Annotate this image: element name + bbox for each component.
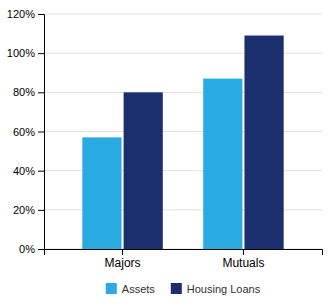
grid [44, 14, 322, 249]
x-tick: Mutuals [222, 249, 264, 270]
y-tick-mark [38, 14, 44, 15]
legend-item: Housing Loans [171, 283, 261, 295]
y-tick-label: 60% [13, 126, 35, 138]
legend-label: Assets [122, 283, 156, 295]
y-tick-mark [38, 92, 44, 93]
x-tick-label: Majors [105, 256, 141, 270]
bar [82, 137, 121, 249]
y-tick-mark [38, 249, 44, 250]
y-tick: 80% [13, 86, 44, 98]
chart: 0% 20% 40% 60% 80% 100% 120% Majors Mutuals Asset… [0, 0, 336, 307]
legend: Assets Housing Loans [106, 283, 261, 295]
grid-line [44, 14, 322, 15]
bar [244, 36, 283, 249]
x-tick-mark [122, 249, 123, 255]
y-axis: 0% 20% 40% 60% 80% 100% 120% [7, 8, 45, 255]
y-tick: 120% [7, 8, 44, 20]
legend-item: Assets [106, 283, 156, 295]
y-tick: 40% [13, 165, 44, 177]
y-tick: 60% [13, 126, 44, 138]
y-tick: 20% [13, 204, 44, 216]
plot: 0% 20% 40% 60% 80% 100% 120% Majors Mutuals [7, 8, 323, 270]
legend-swatch [106, 283, 117, 294]
y-tick-label: 100% [7, 47, 35, 59]
x-tick-label: Mutuals [222, 256, 264, 270]
bars [82, 36, 283, 249]
bar-series [124, 36, 284, 249]
y-tick-label: 20% [13, 204, 35, 216]
y-tick-label: 0% [19, 243, 35, 255]
y-tick-label: 80% [13, 86, 35, 98]
legend-label: Housing Loans [187, 283, 261, 295]
y-tick: 100% [7, 47, 44, 59]
x-tick-mark [243, 249, 244, 255]
x-tick: Majors [105, 249, 141, 270]
y-tick: 0% [19, 243, 44, 255]
bar [124, 92, 163, 249]
y-tick-label: 120% [7, 8, 35, 20]
y-tick-label: 40% [13, 165, 35, 177]
bar [203, 79, 242, 249]
x-axis-line [45, 250, 323, 256]
y-tick-mark [38, 132, 44, 133]
legend-swatch [171, 283, 182, 294]
y-axis-line [38, 15, 45, 250]
x-axis: Majors Mutuals [45, 249, 323, 270]
y-tick-mark [38, 210, 44, 211]
y-tick-mark [38, 53, 44, 54]
bar-series [82, 79, 242, 249]
y-tick-mark [38, 171, 44, 172]
